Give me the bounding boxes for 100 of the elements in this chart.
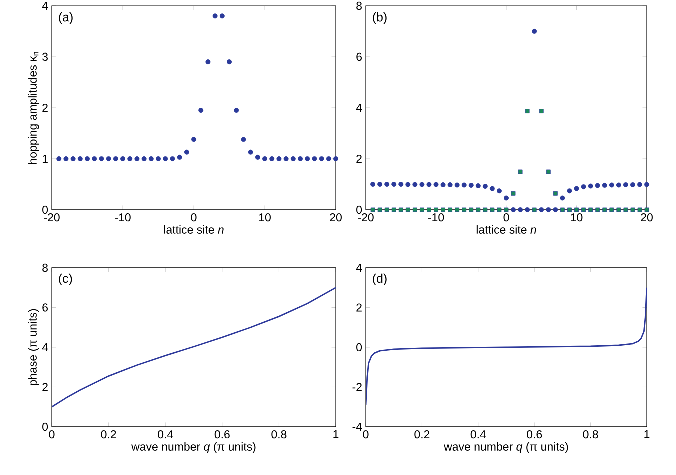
annotation: (d) — [373, 274, 387, 286]
point — [638, 208, 642, 212]
point — [99, 156, 104, 162]
point — [248, 150, 254, 155]
point — [602, 208, 608, 212]
x-axis-title: lattice site n — [164, 226, 224, 234]
point — [64, 156, 69, 162]
x-tick-label: 20 — [641, 214, 653, 222]
point — [616, 208, 622, 212]
point — [588, 184, 594, 189]
point — [434, 208, 438, 212]
x-tick-label: 0.4 — [470, 430, 486, 439]
point — [567, 188, 572, 194]
point — [241, 137, 246, 142]
x-tick-label: 0.8 — [583, 430, 598, 439]
annotation: (a) — [59, 12, 73, 24]
point — [270, 156, 275, 162]
y-tick-label: 1 — [42, 155, 48, 163]
point — [574, 208, 579, 212]
point — [469, 208, 474, 212]
x-tick-label: 0 — [49, 430, 55, 439]
point — [609, 182, 614, 188]
y-tick-label: 2 — [356, 154, 362, 163]
point — [156, 156, 161, 162]
y-tick-label: 4 — [356, 264, 362, 272]
point — [644, 182, 650, 188]
point — [490, 208, 495, 212]
x-tick-label: 1 — [334, 430, 339, 438]
point — [148, 156, 154, 162]
x-tick-label: -20 — [358, 214, 374, 222]
point — [142, 156, 147, 162]
x-tick-label: 0 — [504, 214, 510, 222]
point — [553, 191, 558, 196]
point — [290, 156, 296, 162]
point — [455, 208, 460, 212]
point — [546, 170, 551, 174]
point — [319, 156, 324, 162]
y-tick-label: -4 — [352, 423, 362, 431]
point — [220, 14, 225, 19]
y-tick-label: 2 — [42, 383, 48, 392]
point — [78, 156, 83, 162]
point — [630, 182, 636, 188]
point — [412, 182, 418, 188]
x-axis-title: wave number q (π units) — [132, 442, 256, 454]
point — [440, 182, 446, 188]
point — [532, 208, 537, 212]
x-tick-label: 10 — [571, 214, 583, 222]
x-tick-label: 0.2 — [414, 430, 430, 439]
x-tick-label: 20 — [330, 214, 342, 222]
point — [616, 182, 622, 188]
point — [406, 208, 410, 212]
point — [574, 186, 580, 192]
point — [384, 182, 390, 187]
point — [212, 14, 218, 19]
y-tick-label: 0 — [356, 206, 362, 214]
point — [234, 108, 240, 114]
point — [92, 156, 98, 162]
point — [384, 208, 390, 212]
point — [476, 184, 481, 189]
point — [553, 207, 558, 212]
point — [276, 156, 282, 162]
point — [113, 156, 118, 162]
point — [518, 207, 524, 212]
point — [312, 156, 318, 162]
point — [370, 208, 376, 212]
point — [392, 182, 397, 187]
point — [326, 156, 332, 162]
point — [497, 208, 502, 212]
point — [476, 208, 481, 212]
point — [85, 156, 90, 162]
annotation: (b) — [373, 12, 387, 24]
y-tick-label: 4 — [42, 2, 48, 10]
point — [427, 208, 432, 212]
point — [106, 156, 112, 162]
point — [255, 154, 260, 160]
x-tick-label: 0.2 — [101, 430, 116, 439]
point — [525, 109, 530, 114]
y-tick-label: 8 — [356, 2, 362, 10]
point — [595, 183, 600, 188]
x-tick-label: 1 — [644, 430, 650, 438]
y-tick-label: 6 — [356, 52, 362, 62]
point — [370, 182, 376, 187]
point — [581, 184, 586, 190]
point — [227, 60, 232, 65]
point — [539, 109, 544, 114]
point — [624, 208, 628, 212]
point — [420, 208, 424, 212]
y-tick-label: -2 — [352, 383, 362, 392]
point — [630, 208, 636, 212]
point — [468, 183, 474, 188]
point — [511, 191, 516, 196]
y-axis-title: hopping amplitudes κ$_{n}$ — [28, 52, 40, 164]
point — [134, 156, 140, 162]
point — [206, 60, 211, 65]
point — [644, 208, 650, 212]
point — [454, 182, 460, 188]
x-tick-label: -20 — [44, 214, 60, 222]
x-tick-label: 0 — [191, 214, 197, 222]
point — [511, 207, 516, 212]
point — [496, 188, 502, 194]
